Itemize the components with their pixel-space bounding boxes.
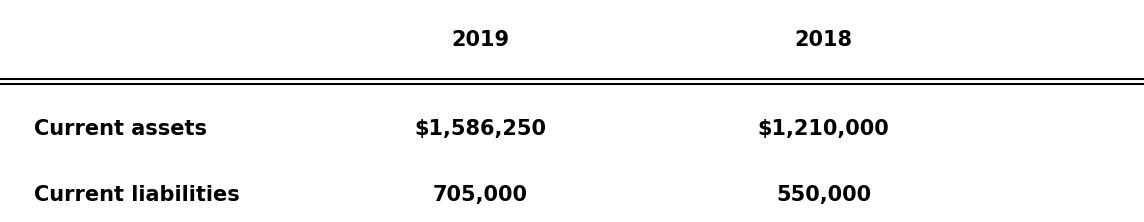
Text: 705,000: 705,000 xyxy=(432,185,529,205)
Text: Current liabilities: Current liabilities xyxy=(34,185,240,205)
Text: 2019: 2019 xyxy=(452,30,509,50)
Text: 2018: 2018 xyxy=(795,30,852,50)
Text: Current assets: Current assets xyxy=(34,119,207,139)
Text: $1,210,000: $1,210,000 xyxy=(757,119,890,139)
Text: 550,000: 550,000 xyxy=(776,185,872,205)
Text: $1,586,250: $1,586,250 xyxy=(414,119,547,139)
